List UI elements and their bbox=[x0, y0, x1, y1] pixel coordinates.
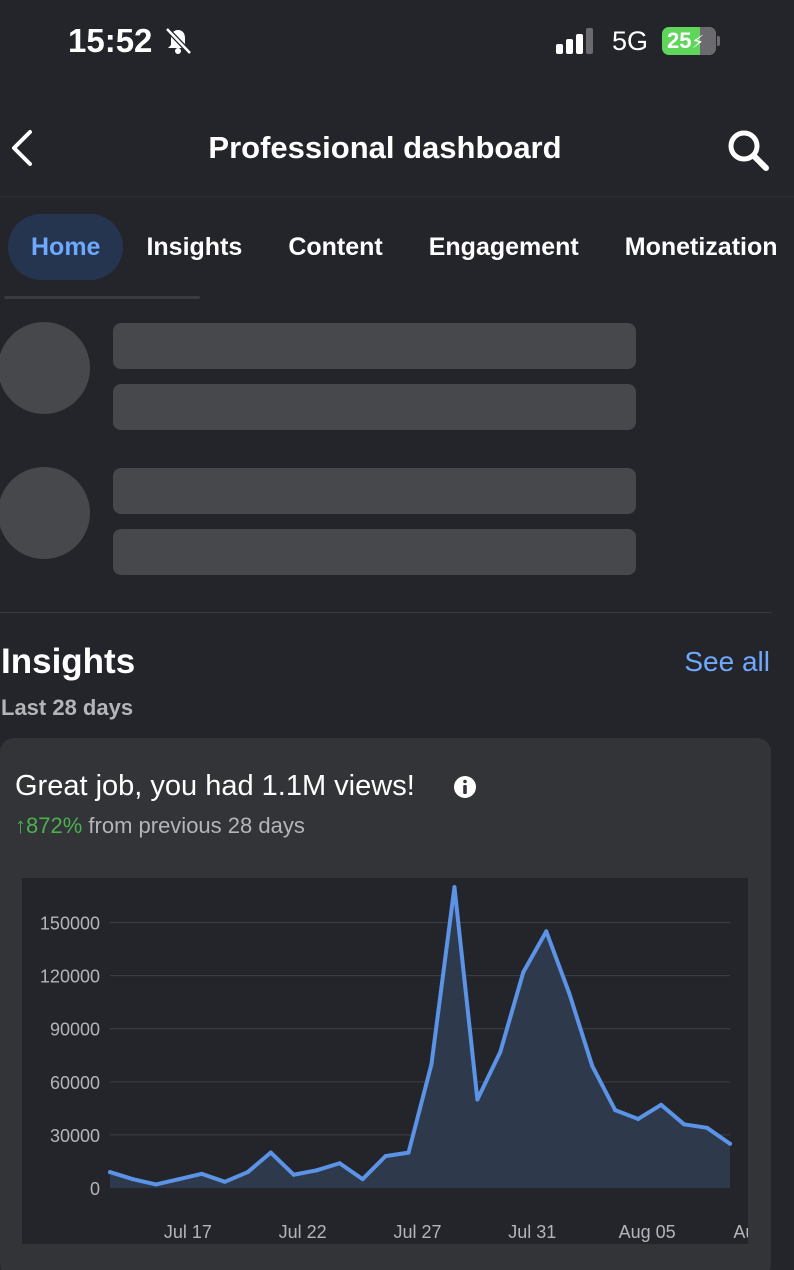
battery-level: 25 bbox=[667, 28, 692, 53]
views-change: ↑872% from previous 28 days bbox=[15, 813, 305, 839]
data-point bbox=[636, 1116, 641, 1121]
views-chart-svg: 0 30000 60000 90000 120000 150000 Jul 17 Jul 22… bbox=[22, 878, 790, 1244]
chart-background bbox=[22, 878, 748, 1244]
chevron-left-icon[interactable] bbox=[8, 128, 36, 173]
data-point bbox=[383, 1154, 388, 1159]
data-point bbox=[222, 1179, 227, 1184]
scroll-indicator bbox=[4, 296, 200, 299]
data-point bbox=[245, 1170, 250, 1175]
y-tick-label: 30000 bbox=[50, 1126, 100, 1146]
insights-period: Last 28 days bbox=[1, 695, 134, 720]
data-point bbox=[544, 929, 549, 934]
data-point bbox=[567, 991, 572, 996]
change-suffix: from previous 28 days bbox=[82, 813, 305, 838]
x-tick-label: Aug 10 bbox=[733, 1222, 748, 1242]
x-tick-label: Jul 27 bbox=[393, 1222, 441, 1242]
skeleton-line bbox=[113, 323, 636, 369]
data-point bbox=[314, 1168, 319, 1173]
section-divider bbox=[0, 612, 772, 613]
x-tick-label: Jul 22 bbox=[279, 1222, 327, 1242]
data-point bbox=[153, 1182, 158, 1187]
search-icon[interactable] bbox=[726, 128, 770, 177]
data-point bbox=[199, 1171, 204, 1176]
skeleton-line bbox=[113, 529, 636, 575]
tab-content[interactable]: Content bbox=[288, 233, 383, 261]
data-point bbox=[613, 1108, 618, 1113]
page-title: Professional dashboard bbox=[208, 130, 562, 165]
data-point bbox=[475, 1097, 480, 1102]
data-point bbox=[452, 885, 457, 890]
skeleton-avatar bbox=[0, 467, 90, 559]
data-point bbox=[682, 1122, 687, 1127]
views-headline: Great job, you had 1.1M views! bbox=[15, 770, 415, 802]
data-point bbox=[659, 1102, 664, 1107]
data-point bbox=[360, 1177, 365, 1182]
tab-bar: Home Insights Content Engagement Monetiz… bbox=[8, 214, 778, 280]
tab-home[interactable]: Home bbox=[8, 214, 124, 280]
data-point bbox=[130, 1177, 135, 1182]
data-point bbox=[521, 970, 526, 975]
y-tick-label: 0 bbox=[90, 1179, 100, 1199]
change-percent: ↑872% bbox=[15, 813, 83, 838]
data-point bbox=[590, 1063, 595, 1068]
bell-slash-icon bbox=[163, 26, 193, 61]
data-point bbox=[728, 1141, 732, 1146]
tab-monetization[interactable]: Monetization bbox=[624, 233, 778, 261]
signal-icon bbox=[556, 28, 600, 59]
series-line bbox=[108, 885, 732, 1187]
status-time: 15:52 bbox=[68, 22, 153, 59]
series-area bbox=[110, 887, 730, 1188]
data-point bbox=[406, 1150, 411, 1155]
see-all-link[interactable]: See all bbox=[684, 646, 770, 677]
skeleton-line bbox=[113, 468, 636, 514]
tab-insights[interactable]: Insights bbox=[146, 233, 243, 261]
y-tick-label: 90000 bbox=[50, 1020, 100, 1040]
data-point bbox=[108, 1170, 112, 1175]
data-point bbox=[429, 1062, 434, 1067]
info-icon[interactable] bbox=[453, 775, 477, 804]
data-point bbox=[498, 1049, 503, 1054]
data-point bbox=[268, 1150, 273, 1155]
battery-cap bbox=[717, 36, 720, 46]
y-tick-label: 150000 bbox=[40, 914, 100, 934]
x-tick-label: Jul 31 bbox=[508, 1222, 556, 1242]
battery-icon: 25⚡ bbox=[662, 27, 716, 55]
data-point bbox=[337, 1161, 342, 1166]
insights-title: Insights bbox=[1, 642, 136, 681]
x-tick-label: Jul 17 bbox=[164, 1222, 212, 1242]
tab-engagement[interactable]: Engagement bbox=[428, 233, 579, 261]
data-point bbox=[291, 1172, 296, 1177]
y-tick-label: 60000 bbox=[50, 1073, 100, 1093]
skeleton-line bbox=[113, 384, 636, 430]
x-tick-label: Aug 05 bbox=[619, 1222, 676, 1242]
views-chart[interactable]: 0 30000 60000 90000 120000 150000 Jul 17 Jul 22… bbox=[22, 878, 790, 1244]
skeleton-avatar bbox=[0, 322, 90, 414]
data-point bbox=[705, 1125, 710, 1130]
data-point bbox=[176, 1177, 181, 1182]
y-tick-label: 120000 bbox=[40, 967, 100, 987]
network-label: 5G bbox=[612, 26, 649, 56]
header-divider bbox=[0, 196, 794, 197]
